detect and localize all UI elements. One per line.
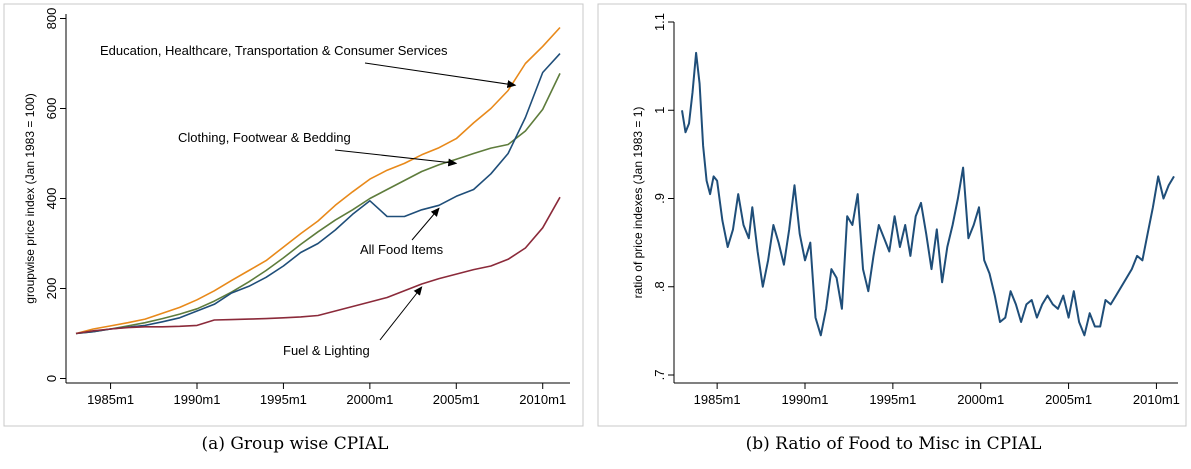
y-tick-label: 1 (652, 107, 667, 114)
chart-panel-a: 1985m1 1990m1 1995m1 2000m1 2005m1 2010m1 0 200… (0, 0, 590, 469)
x-tick-label: 2005m1 (1045, 392, 1092, 407)
annotation-label: Education, Healthcare, Transportation & … (100, 43, 448, 58)
y-tick-label: 600 (44, 98, 59, 120)
annotation-label: Clothing, Footwear & Bedding (178, 130, 351, 145)
annotation-label: All Food Items (360, 242, 444, 257)
y-tick-label: .9 (652, 193, 667, 204)
food-misc-ratio-chart: 1985m1 1990m1 1995m1 2000m1 2005m1 2010m1 .7 .8… (597, 3, 1187, 427)
series-line-1 (75, 73, 561, 335)
annotation-arrow (379, 286, 423, 341)
x-tick-label: 1990m1 (174, 392, 221, 407)
series-line-3 (75, 196, 561, 335)
chart-panel-b: 1985m1 1990m1 1995m1 2000m1 2005m1 2010m1 .7 .8… (596, 0, 1191, 469)
x-tick-label: 2010m1 (1133, 392, 1180, 407)
group-wise-cpial-chart: 1985m1 1990m1 1995m1 2000m1 2005m1 2010m1 0 200… (3, 3, 584, 427)
x-tick-label: 1995m1 (869, 392, 916, 407)
y-tick-label: 400 (44, 188, 59, 210)
caption-b: (b) Ratio of Food to Misc in CPIAL (745, 434, 1042, 454)
y-axis-label: groupwise price index (Jan 1983 = 100) (23, 93, 37, 303)
x-tick-label: 2010m1 (519, 392, 566, 407)
y-tick-label: .7 (652, 370, 667, 381)
y-tick-label: 0 (44, 375, 59, 382)
annotation-arrow (334, 149, 458, 167)
x-tick-label: 2000m1 (346, 392, 393, 407)
series-line-0 (75, 26, 561, 335)
x-tick-label: 1995m1 (260, 392, 307, 407)
x-tick-label: 1990m1 (782, 392, 829, 407)
panel-frame (597, 3, 1187, 427)
x-tick-label: 2000m1 (957, 392, 1004, 407)
x-tick-label: 1985m1 (87, 392, 134, 407)
series-line-2 (75, 53, 561, 335)
panel-frame (3, 3, 584, 427)
y-tick-label: 1.1 (652, 13, 667, 31)
annotation-arrow (364, 62, 517, 89)
y-tick-label: 200 (44, 278, 59, 300)
annotation-label: Fuel & Lighting (283, 343, 370, 358)
annotation-arrow (411, 207, 440, 241)
ratio-series-line (681, 51, 1175, 337)
y-tick-label: .8 (652, 281, 667, 292)
x-tick-label: 2005m1 (433, 392, 480, 407)
caption-a: (a) Group wise CPIAL (201, 434, 389, 454)
x-tick-label: 1985m1 (694, 392, 741, 407)
y-axis-label: ratio of price indexes (Jan 1983 = 1) (631, 107, 645, 299)
y-tick-label: 800 (44, 8, 59, 30)
